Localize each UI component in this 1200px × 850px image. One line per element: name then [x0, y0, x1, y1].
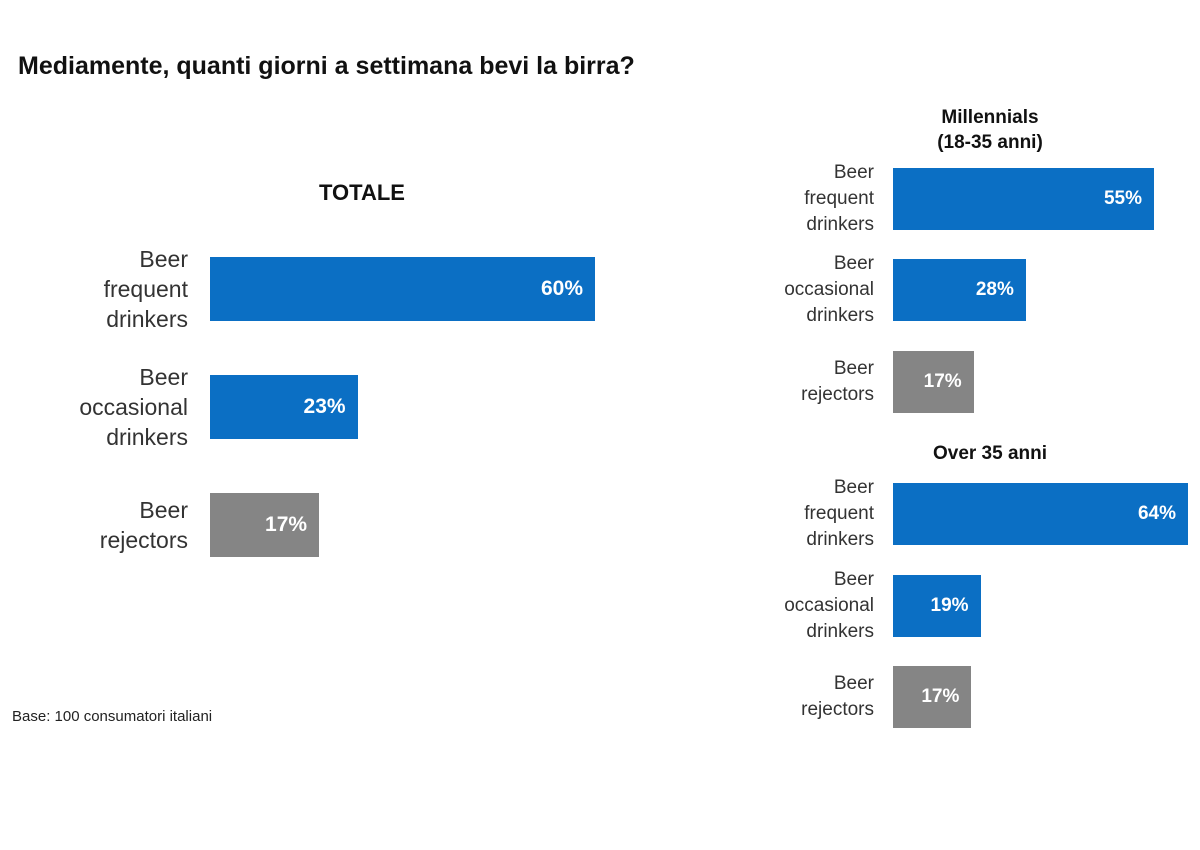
category-label-totale-frequent-drinkers: Beer frequent drinkers — [103, 246, 188, 332]
chart-title: Mediamente, quanti giorni a settimana be… — [18, 52, 635, 80]
chart-totale: TOTALE Beer frequent drinkers 60% Beer occ… — [79, 180, 595, 557]
value-label-over-35-occasional-drinkers: 19% — [930, 595, 969, 616]
bar-over-35-frequent-drinkers: 64% — [893, 483, 1188, 545]
bar-totale-rejectors: 17% — [210, 493, 320, 557]
value-label-over-35-rejectors: 17% — [921, 686, 960, 707]
category-label-totale-rejectors: Beer rejectors — [99, 497, 188, 553]
value-label-millennials-rejectors: 17% — [923, 371, 962, 392]
category-label-totale-occasional-drinkers: Beer occasional drinkers — [79, 364, 188, 450]
category-label-over-35-frequent-drinkers: Beer frequent drinkers — [804, 477, 874, 550]
category-label-over-35-rejectors: Beer rejectors — [801, 673, 874, 720]
bar-over-35-occasional-drinkers: 19% — [893, 575, 981, 637]
category-label-millennials-frequent-drinkers: Beer frequent drinkers — [804, 162, 874, 235]
panel-title-millennials: Millennials (18-35 anni) — [937, 107, 1043, 153]
bar-millennials-occasional-drinkers: 28% — [893, 259, 1026, 321]
value-label-over-35-frequent-drinkers: 64% — [1137, 503, 1176, 524]
base-note: Base: 100 consumatori italiani — [12, 708, 213, 725]
value-label-millennials-occasional-drinkers: 28% — [975, 279, 1014, 300]
value-label-millennials-frequent-drinkers: 55% — [1103, 188, 1142, 209]
bar-totale-occasional-drinkers: 23% — [210, 375, 358, 439]
panel-title-totale: TOTALE — [319, 180, 405, 205]
category-label-millennials-rejectors: Beer rejectors — [801, 358, 874, 405]
panel-title-over-35: Over 35 anni — [932, 443, 1048, 464]
bar-over-35-rejectors: 17% — [893, 666, 972, 728]
bar-millennials-frequent-drinkers: 55% — [893, 168, 1154, 230]
value-label-totale-frequent-drinkers: 60% — [540, 277, 583, 300]
value-label-totale-occasional-drinkers: 23% — [303, 395, 346, 418]
value-label-totale-rejectors: 17% — [265, 513, 308, 536]
category-label-over-35-occasional-drinkers: Beer occasional drinkers — [784, 569, 874, 642]
category-label-millennials-occasional-drinkers: Beer occasional drinkers — [784, 253, 874, 326]
bar-millennials-rejectors: 17% — [893, 351, 974, 413]
bar-totale-frequent-drinkers: 60% — [210, 257, 595, 321]
